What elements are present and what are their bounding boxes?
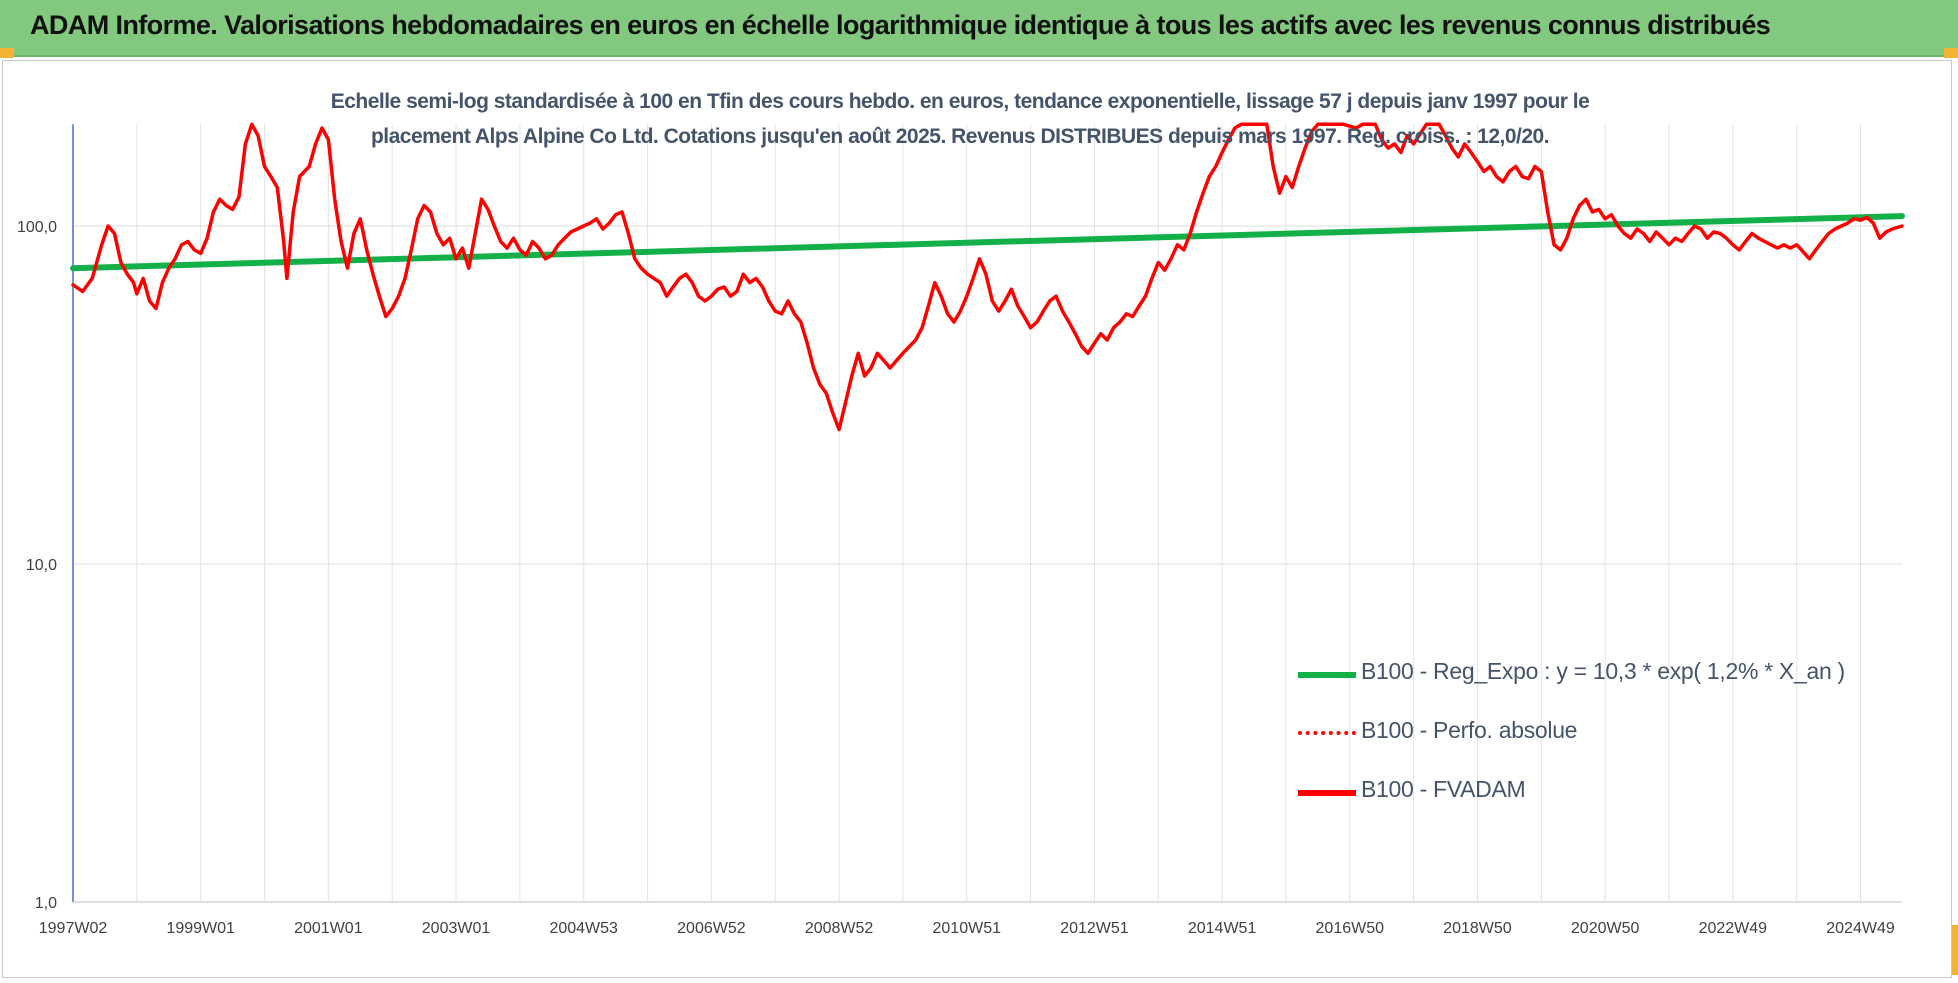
x-tick-label: 2001W01 <box>294 920 363 937</box>
x-tick-label: 2008W52 <box>805 920 874 937</box>
y-tick-label: 1,0 <box>35 895 57 912</box>
chart-frame <box>2 60 1952 978</box>
chart-subtitle-line-1: Echelle semi-log standardisée à 100 en T… <box>330 90 1590 113</box>
x-tick-label: 2003W01 <box>422 920 491 937</box>
series-fvadam-line <box>71 122 1904 432</box>
corner-marker-left <box>0 48 14 58</box>
corner-marker-right <box>1944 48 1958 58</box>
legend-label-fvadam: B100 - FVADAM <box>1361 776 1526 802</box>
y-tick-label: 10,0 <box>26 557 57 574</box>
x-tick-label: 2010W51 <box>933 920 1002 937</box>
legend-label-perfo-absolue: B100 - Perfo. absolue <box>1361 717 1578 743</box>
legend-swatch-reg-expo <box>1298 672 1356 678</box>
x-tick-label: 1999W01 <box>166 920 235 937</box>
x-tick-label: 2012W51 <box>1060 920 1129 937</box>
tick-labels: 1,0 10,0 100,0 1997W02 1999W01 2001W01 2003W01… <box>17 219 1895 937</box>
chart-subtitle: Echelle semi-log standardisée à 100 en T… <box>250 84 1670 154</box>
legend-label-reg-expo: B100 - Reg_Expo : y = 10,3 * exp( 1,2% *… <box>1361 658 1845 684</box>
x-tick-label: 2018W50 <box>1443 920 1512 937</box>
x-tick-label: 2020W50 <box>1571 920 1640 937</box>
x-tick-label: 2014W51 <box>1188 920 1257 937</box>
legend-swatch-fvadam <box>1298 790 1356 796</box>
x-tick-label: 2024W49 <box>1826 920 1895 937</box>
x-tick-label: 2004W53 <box>549 920 618 937</box>
page-title: ADAM Informe. Valorisations hebdomadaire… <box>30 10 1771 40</box>
x-tick-label: 2006W52 <box>677 920 746 937</box>
series-reg-expo-line <box>70 213 1905 272</box>
title-banner: ADAM Informe. Valorisations hebdomadaire… <box>0 0 1958 57</box>
corner-marker-bottom-right <box>1952 925 1958 975</box>
y-tick-label: 100,0 <box>17 219 57 236</box>
x-tick-label: 2022W49 <box>1699 920 1768 937</box>
x-tick-label: 1997W02 <box>39 920 108 937</box>
x-tick-label: 2016W50 <box>1316 920 1385 937</box>
chart-subtitle-line-2: placement Alps Alpine Co Ltd. Cotations … <box>370 125 1550 148</box>
series-group <box>70 122 1905 432</box>
legend-swatch-perfo-absolue <box>1298 731 1356 735</box>
